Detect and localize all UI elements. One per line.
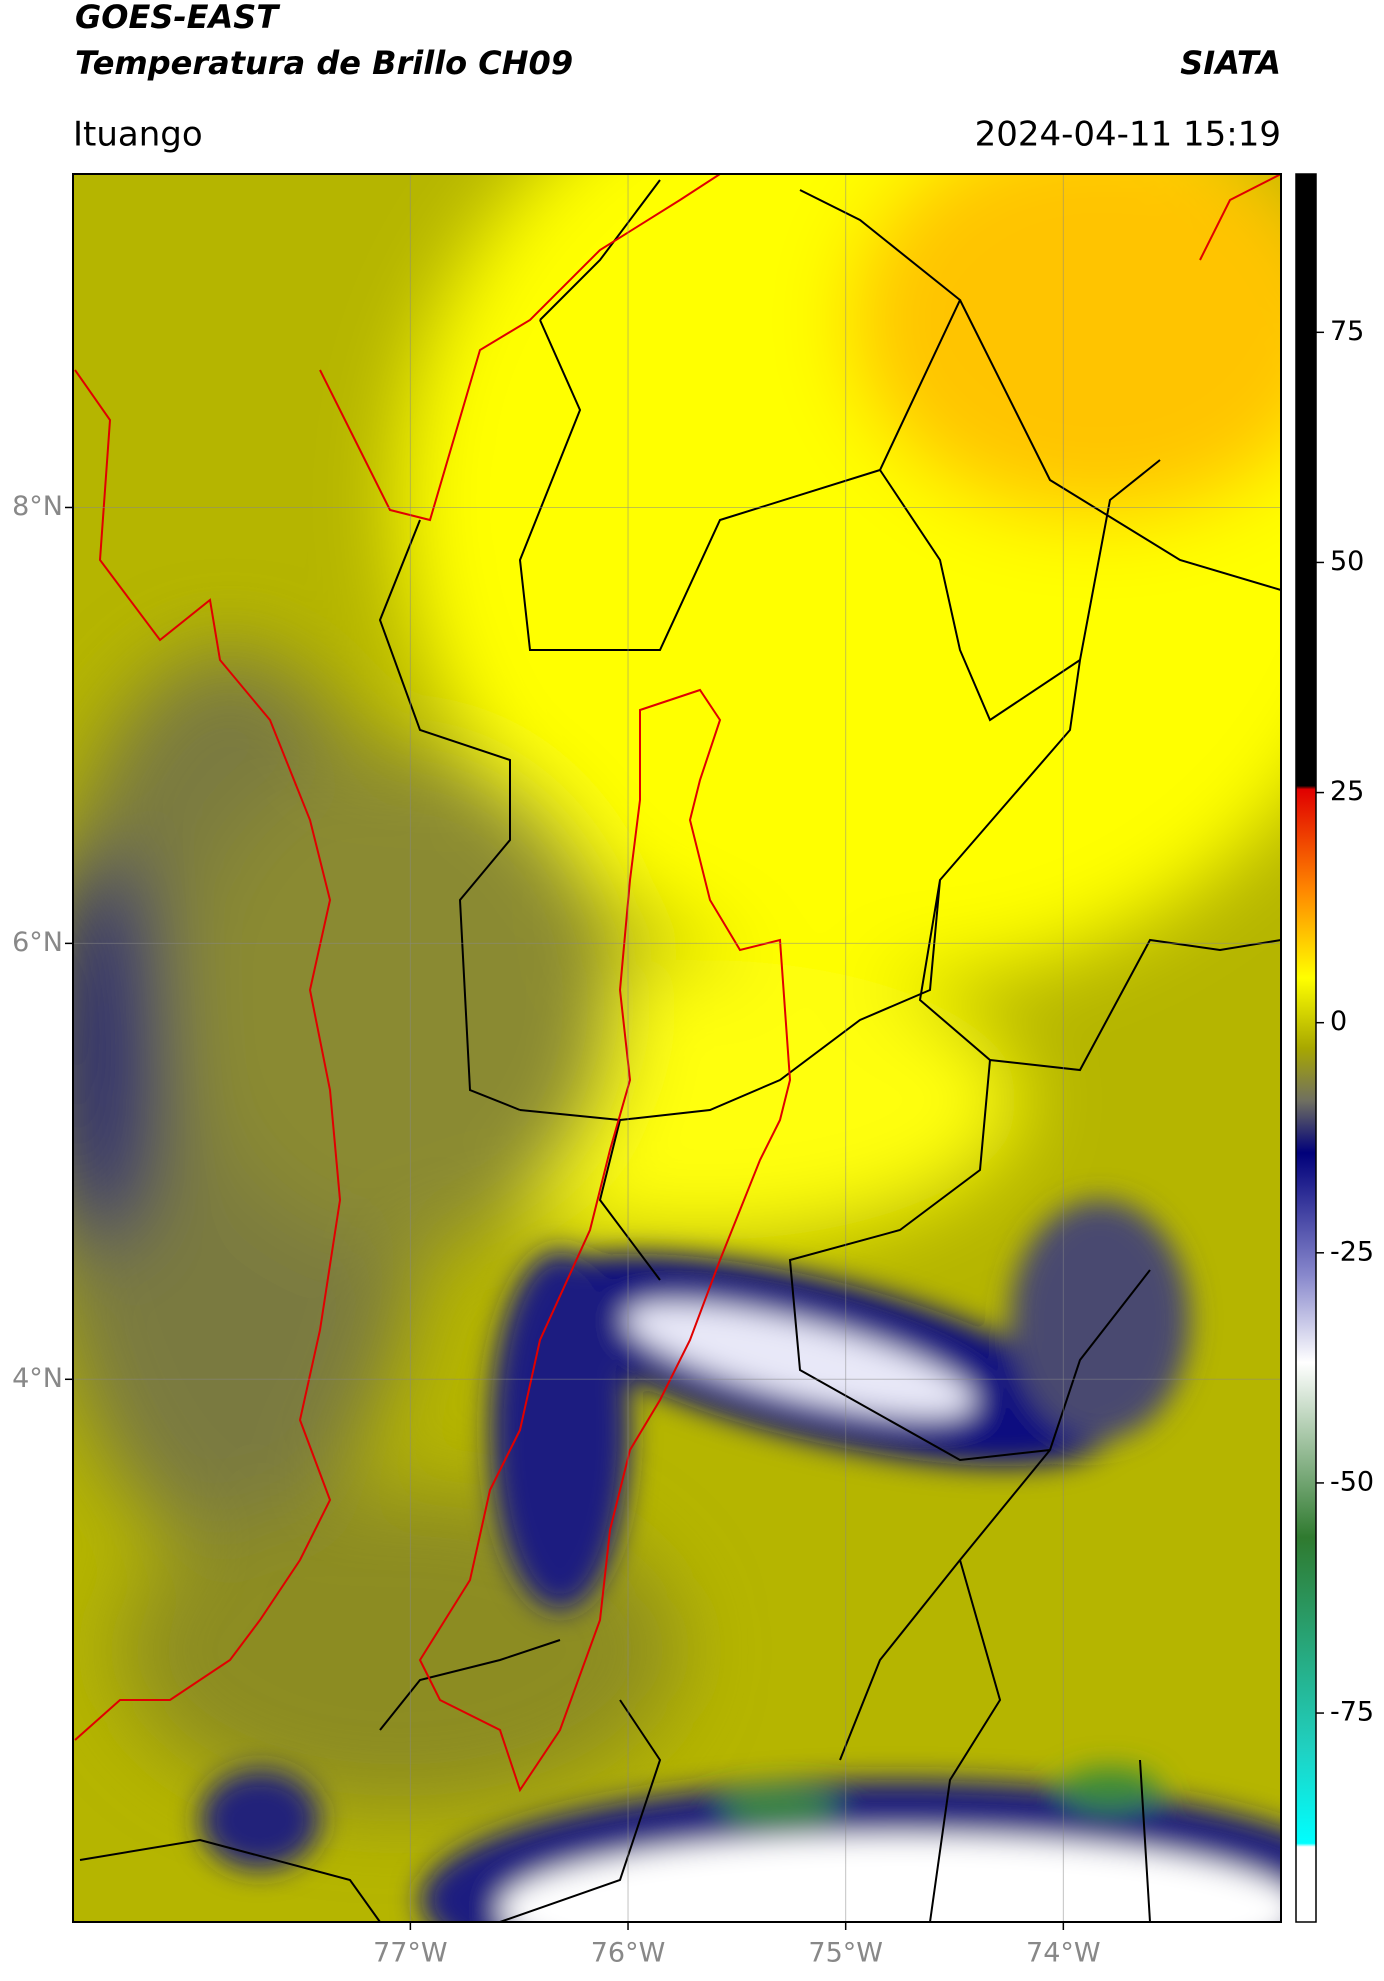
colorbar-tick-label: -75	[1330, 1697, 1374, 1728]
datetime: 2024-04-11 15:19	[975, 115, 1281, 155]
x-tick-label: 77°W	[373, 1938, 448, 1969]
colorbar-tick-label: -50	[1330, 1466, 1374, 1497]
colorbar-tick-label: 25	[1330, 776, 1364, 807]
map-frame	[72, 173, 1282, 1923]
colorbar-tick-label: 50	[1330, 546, 1364, 577]
colorbar	[1295, 173, 1317, 1923]
brand: SIATA	[1180, 44, 1281, 82]
satellite-image	[73, 174, 1281, 1922]
title: GOES-EAST	[75, 0, 280, 36]
colorbar-tick-label: 0	[1330, 1006, 1347, 1037]
colorbar-tick-label: 75	[1330, 316, 1364, 347]
x-tick-label: 75°W	[808, 1938, 883, 1969]
x-tick-label: 74°W	[1026, 1938, 1101, 1969]
graticule	[73, 174, 1281, 1922]
location: Ituango	[73, 115, 203, 155]
y-tick-label: 6°N	[12, 927, 63, 958]
subtitle: Temperatura de Brillo CH09	[75, 44, 573, 82]
y-tick-label: 4°N	[12, 1363, 63, 1394]
x-tick-label: 76°W	[591, 1938, 666, 1969]
y-tick-label: 8°N	[12, 491, 63, 522]
colorbar-tick-label: -25	[1330, 1236, 1374, 1267]
